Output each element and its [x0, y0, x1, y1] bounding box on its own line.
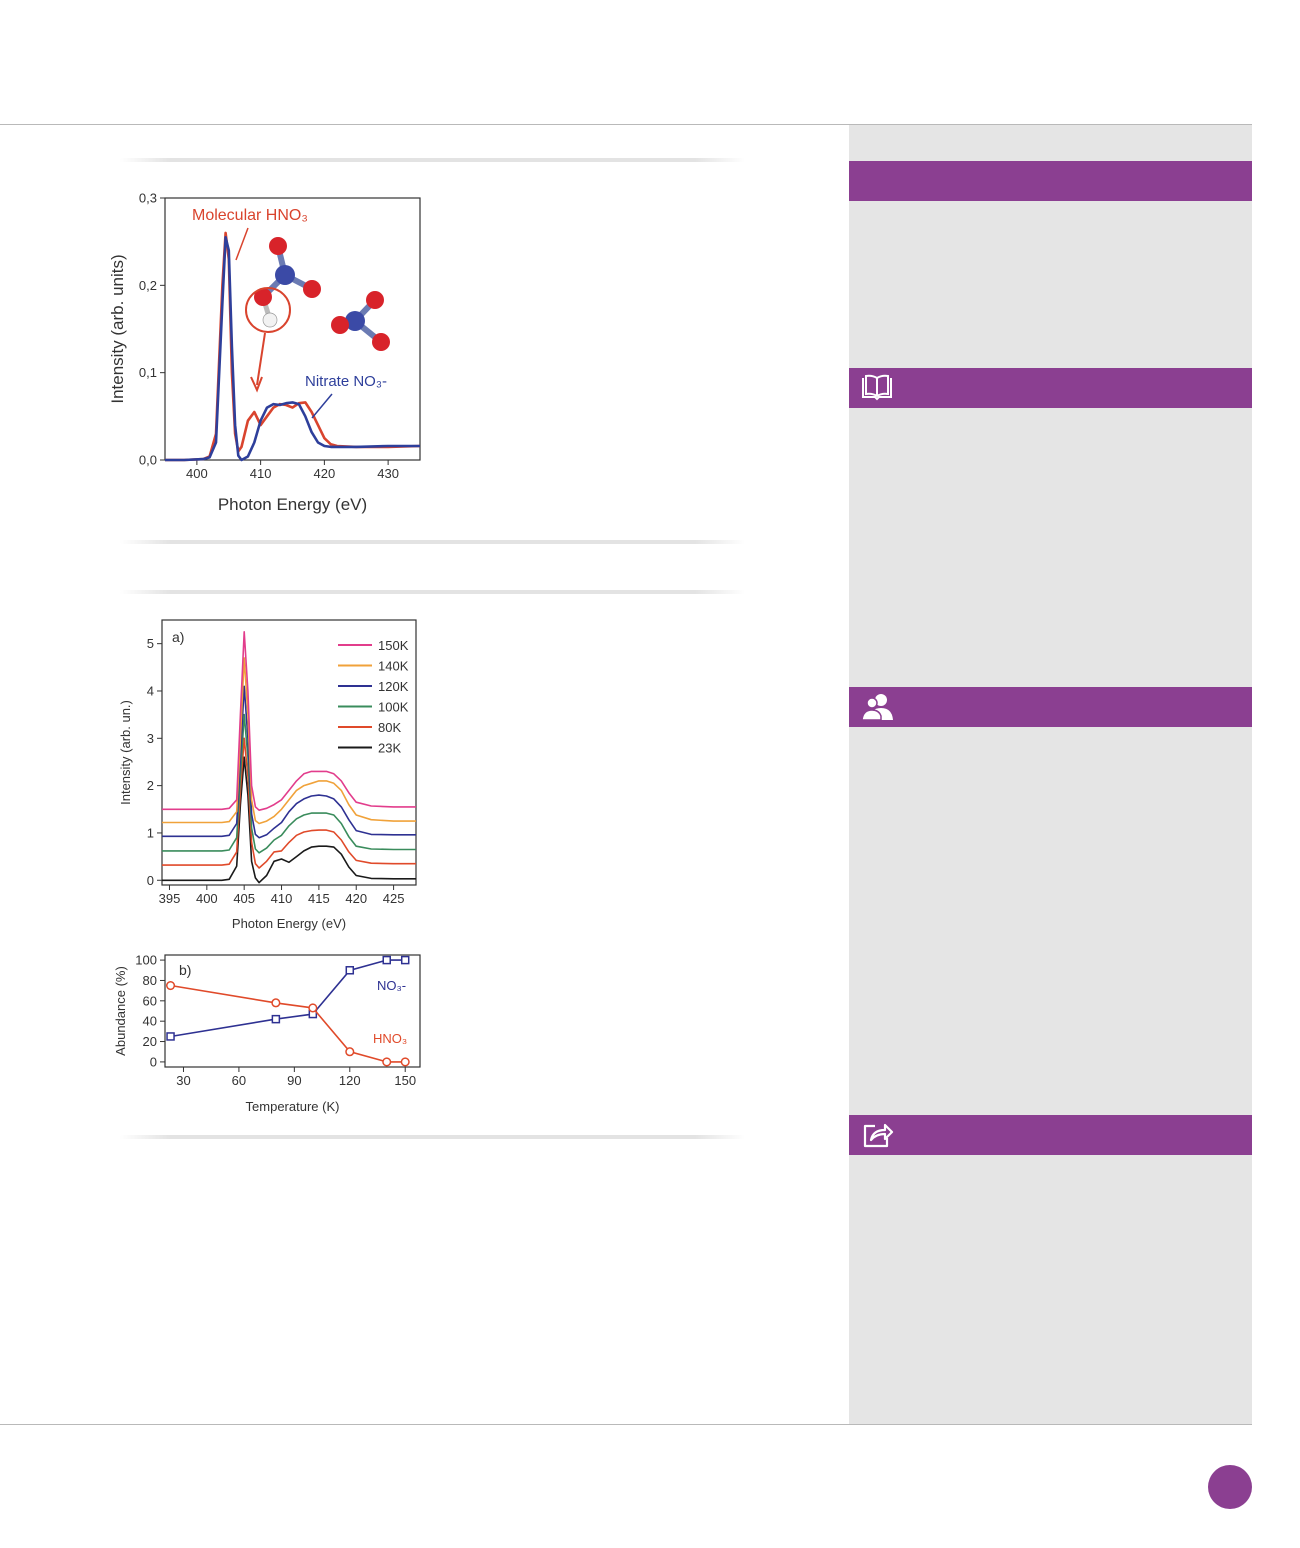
open-book-icon: [862, 374, 892, 401]
x-tick-label: 420: [314, 466, 336, 481]
y-axis-label: Intensity (arb. units): [108, 254, 127, 403]
data-point-hno3: [165, 980, 176, 991]
legend-label: 80K: [378, 720, 401, 735]
data-point-no3: [400, 955, 410, 965]
series-line-80k: [162, 737, 416, 869]
temperature-spectra-chart: 395 400 405 410 415 420 425 0 1 2 3 4 5 Photon Energy…: [118, 619, 417, 931]
x-axis-label: Photon Energy (eV): [232, 916, 346, 931]
y-tick-label: 20: [143, 1034, 157, 1049]
share-icon: [863, 1123, 894, 1148]
series-line-nitrate: [165, 236, 420, 462]
legend-label: 23K: [378, 741, 401, 756]
x-tick-label: 410: [250, 466, 272, 481]
y-tick-label: 0: [150, 1054, 157, 1069]
y-tick-label: 100: [135, 953, 157, 968]
legend-label: 120K: [378, 679, 409, 694]
x-tick-label: 120: [339, 1073, 361, 1088]
annotation-molecular-hno3: Molecular HNO₃: [192, 207, 308, 224]
top-rule: [0, 124, 1252, 125]
legend-label: 100K: [378, 700, 409, 715]
y-axis-label: Abundance (%): [113, 966, 128, 1056]
data-point-no3: [345, 966, 355, 975]
sidebar-panel: [849, 125, 1252, 1424]
sidebar-header-bar-1: [849, 161, 1252, 201]
y-tick-label: 5: [147, 636, 154, 651]
x-tick-label: 150: [394, 1073, 416, 1088]
series-label-hno3: HNO₃: [373, 1031, 407, 1046]
y-tick-label: 0: [147, 873, 154, 888]
x-axis-label: Photon Energy (eV): [218, 495, 367, 514]
bottom-rule: [0, 1424, 1252, 1425]
x-tick-label: 430: [377, 466, 399, 481]
data-point-no3: [166, 1032, 175, 1041]
page-number-badge: [1208, 1465, 1252, 1509]
x-tick-label: 425: [383, 891, 405, 906]
x-tick-label: 30: [176, 1073, 190, 1088]
y-tick-label: 0,3: [139, 191, 157, 206]
series-line-150k: [162, 631, 416, 811]
molecule-illustration: [245, 237, 390, 351]
legend-label: 150K: [378, 638, 409, 653]
data-point-hno3: [345, 1047, 355, 1057]
nitrate-molecule: [331, 291, 390, 351]
y-tick-label: 4: [147, 684, 154, 699]
y-tick-label: 40: [143, 1014, 157, 1029]
user-profile-icon: [861, 694, 893, 721]
figure-1-top-border: [120, 158, 745, 162]
y-tick-label: 2: [147, 778, 154, 793]
series-line-23k: [162, 756, 416, 884]
arrow-to-peak: [256, 332, 266, 386]
abundance-chart: 30 60 90 120 150 0 20 40 60 80 100 Temperature (K) A…: [113, 953, 421, 1114]
y-tick-label: 60: [143, 993, 157, 1008]
x-tick-label: 395: [159, 891, 181, 906]
plot-frame: [161, 619, 417, 886]
x-tick-label: 415: [308, 891, 330, 906]
panel-label: a): [172, 629, 184, 645]
x-tick-label: 60: [232, 1073, 246, 1088]
y-tick-label: 0,2: [139, 278, 157, 293]
arrow-head: [250, 376, 263, 393]
sidebar-header-bar-share: [849, 1115, 1252, 1155]
series-line-hno3: [170, 984, 406, 1063]
annotation-pointer: [235, 227, 249, 261]
sidebar-header-bar-reading: [849, 368, 1252, 408]
data-point-hno3: [400, 1057, 410, 1067]
y-axis-label: Intensity (arb. un.): [118, 700, 133, 805]
hno3-molecule: [245, 237, 321, 333]
x-tick-label: 410: [271, 891, 293, 906]
y-tick-label: 0,0: [139, 453, 157, 468]
data-point-no3: [382, 955, 391, 965]
data-point-hno3: [382, 1057, 392, 1067]
x-tick-label: 405: [233, 891, 255, 906]
x-tick-label: 90: [287, 1073, 301, 1088]
panel-label: b): [179, 962, 191, 978]
series-label-no3: NO₃-: [377, 978, 406, 993]
x-tick-label: 420: [345, 891, 367, 906]
annotation-nitrate: Nitrate NO₃-: [305, 373, 387, 390]
x-tick-label: 400: [186, 466, 208, 481]
legend: 150K 140K 120K 100K 80K 23K: [338, 638, 409, 756]
plot-frame: [164, 197, 421, 461]
y-tick-label: 1: [147, 825, 154, 840]
figure-2-bottom-border: [120, 1135, 745, 1139]
data-point-hno3: [271, 998, 281, 1008]
data-point-hno3: [308, 1003, 318, 1013]
y-tick-label: 0,1: [139, 365, 157, 380]
data-point-no3: [271, 1014, 281, 1024]
y-tick-label: 3: [147, 731, 154, 746]
y-tick-label: 80: [143, 973, 157, 988]
series-line-100k: [162, 713, 416, 854]
series-line-no3: [170, 959, 406, 1038]
figure-2-top-border: [120, 590, 745, 594]
figure-1-bottom-border: [120, 540, 745, 544]
x-tick-label: 400: [196, 891, 218, 906]
x-axis-label: Temperature (K): [246, 1099, 340, 1114]
xas-spectrum-chart: 400 410 420 430 0,0 0,1 0,2 0,3 Photon Energy (e…: [108, 191, 421, 514]
legend-label: 140K: [378, 659, 409, 674]
annotation-pointer: [311, 393, 333, 419]
sidebar-header-bar-contact: [849, 687, 1252, 727]
plot-frame: [164, 954, 421, 1068]
